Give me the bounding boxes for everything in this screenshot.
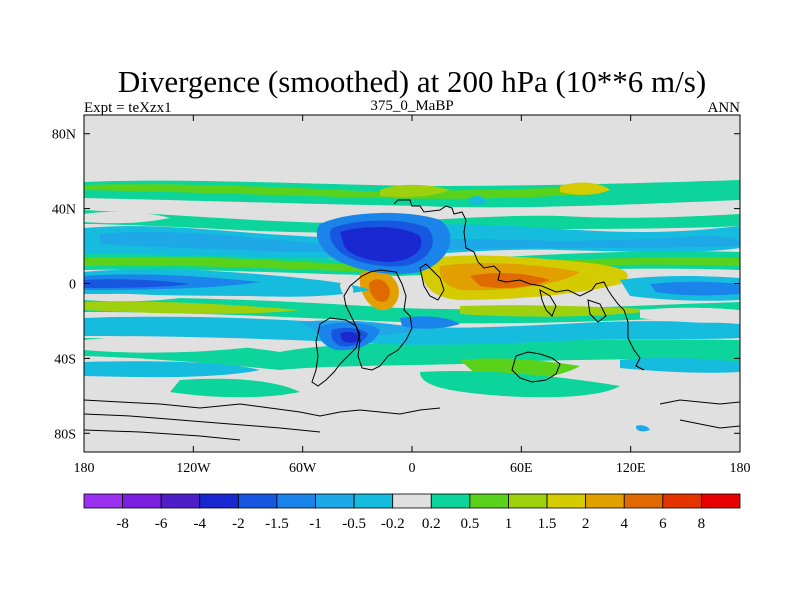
y-axis: 80N 40N 0 40S 80S xyxy=(52,128,740,442)
colorbar-label: -8 xyxy=(116,516,129,532)
colorbar-swatch xyxy=(199,493,239,509)
map-field xyxy=(84,115,740,452)
colorbar-label: 1.5 xyxy=(538,516,557,532)
y-tick-label: 0 xyxy=(69,278,76,293)
colorbar-swatch xyxy=(546,493,587,509)
conv-s40 xyxy=(84,361,260,378)
neutral-w-n30 xyxy=(84,211,170,224)
coastline-antarctica-2 xyxy=(84,413,321,433)
colorbar-label: -0.2 xyxy=(381,516,405,532)
y-tick-label: 40S xyxy=(54,352,76,367)
coastline-se-asia xyxy=(587,299,607,323)
x-tick-label: 120E xyxy=(616,461,646,476)
colorbar-swatch xyxy=(469,493,509,509)
colorbar-label: -1 xyxy=(309,516,322,532)
conv-main-north-deep xyxy=(340,227,422,262)
colorbar-swatch xyxy=(315,493,355,509)
colorbar-swatch xyxy=(83,493,123,509)
colorbar-swatch xyxy=(353,493,394,509)
neutral-w-eq xyxy=(84,293,180,302)
coastline-australia xyxy=(511,351,561,383)
x-tick-label: 120W xyxy=(176,461,211,476)
band-south-2 xyxy=(84,338,740,370)
band-south-1 xyxy=(84,297,740,324)
x-axis: 180 120W 60W 0 60E 120E 180 xyxy=(74,115,751,476)
divergence-north xyxy=(560,182,610,195)
coastline-antarctica-east xyxy=(659,399,740,405)
colorbar-label: 0.5 xyxy=(461,516,480,532)
y-tick-label: 40N xyxy=(52,203,76,218)
colorbar-swatch xyxy=(508,493,548,509)
divergence-n2 xyxy=(380,184,450,198)
x-tick-label: 60E xyxy=(510,461,533,476)
colorbar-swatch xyxy=(237,493,278,509)
colorbar-swatch xyxy=(160,493,201,509)
coastlines xyxy=(84,199,740,441)
conv-s40-east xyxy=(620,357,740,373)
x-tick-label: 0 xyxy=(409,461,416,476)
band-south-5 xyxy=(420,370,620,398)
colorbar-swatch xyxy=(701,493,741,509)
conv-east-equator-core xyxy=(650,281,740,296)
conv-s30-mid xyxy=(400,316,460,329)
coastline-antarctica-1 xyxy=(84,399,441,417)
colorbar-swatch xyxy=(585,493,625,509)
coastline-eurasia xyxy=(393,199,645,371)
band-subtropical-north-2 xyxy=(84,256,740,272)
coastline-antarctica-3 xyxy=(84,429,241,441)
colorbar-swatch xyxy=(392,493,432,509)
y-tick-label: 80S xyxy=(54,427,76,442)
colorbar-label: 0.2 xyxy=(422,516,441,532)
conv-pacific-island xyxy=(636,425,650,432)
divergence-s-band xyxy=(84,301,300,314)
colorbar-label: -1.5 xyxy=(265,516,289,532)
neutral-w-s30 xyxy=(84,338,260,353)
coastline-antarctica-east-2 xyxy=(679,419,740,429)
colorbar-label: -4 xyxy=(194,516,207,532)
divergence-s-band-2 xyxy=(460,305,660,317)
conv-s30-west-deep xyxy=(340,331,360,343)
conv-equator-deep xyxy=(84,279,190,288)
colorbar-label: -0.5 xyxy=(342,516,366,532)
band-north-lightgreen xyxy=(84,184,600,199)
colorbar-label: 2 xyxy=(582,516,590,532)
colorbar-label: 1 xyxy=(505,516,513,532)
colorbar-label: -2 xyxy=(232,516,245,532)
chart-title: Divergence (smoothed) at 200 hPa (10**6 … xyxy=(118,64,706,99)
neutral-patches xyxy=(84,211,740,353)
colorbar: -8 -6 -4 -2 -1.5 -1 -0.5 -0.2 0.2 0.5 1 1.5 2 4 6 8 xyxy=(83,493,741,532)
colorbar-swatch xyxy=(430,493,471,509)
divergence-bands xyxy=(84,180,740,398)
x-tick-label: 60W xyxy=(289,461,317,476)
colorbar-label: 4 xyxy=(620,516,628,532)
period-label: 375_0_MaBP xyxy=(370,98,453,114)
colorbar-swatch xyxy=(662,493,702,509)
conv-s30 xyxy=(84,316,740,345)
conv-nw-small xyxy=(470,195,486,205)
season-label: ANN xyxy=(708,100,741,116)
convergence-bands xyxy=(84,195,740,432)
neutral-e-s30 xyxy=(640,307,740,323)
colorbar-swatch xyxy=(276,493,316,509)
band-south-4 xyxy=(170,378,300,398)
coastline-india xyxy=(539,288,557,317)
colorbar-swatch xyxy=(122,493,162,509)
coastline-arabia xyxy=(419,263,445,301)
coastline-south-america xyxy=(311,317,361,387)
divergence-max-west-core xyxy=(369,279,390,302)
y-tick-label: 80N xyxy=(52,128,76,143)
colorbar-label: 6 xyxy=(659,516,667,532)
x-tick-label: 180 xyxy=(74,461,95,476)
coastline-africa xyxy=(343,269,413,371)
colorbar-label: 8 xyxy=(698,516,706,532)
colorbar-label: -6 xyxy=(155,516,168,532)
experiment-label: Expt = teXzx1 xyxy=(84,100,172,116)
colorbar-swatch xyxy=(623,493,664,509)
x-tick-label: 180 xyxy=(730,461,751,476)
